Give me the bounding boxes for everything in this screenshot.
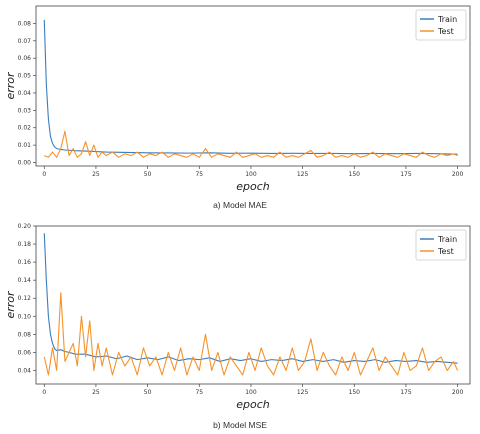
chart-panel-mae: 0 25 50 75 100 125 150 175 200 0.00 0.01 0.02 0.03 0.…	[0, 0, 480, 196]
x-tick-label: 175	[400, 389, 412, 396]
x-tick-label: 100	[245, 171, 257, 178]
series-line-train	[43, 233, 458, 364]
chart-panel-mse: 0 25 50 75 100 125 150 175 200 0.04 0.06 0.08 0.10 0.…	[0, 216, 480, 414]
plot-frame	[35, 5, 471, 167]
legend-entry-test: Test	[437, 247, 454, 256]
series-line-test	[44, 130, 458, 158]
y-tick-label: 0.02	[18, 125, 32, 132]
legend-entry-train: Train	[437, 15, 457, 24]
x-tick-label: 50	[144, 389, 152, 396]
y-tick-label: 0.06	[18, 349, 32, 356]
x-tick-label: 150	[349, 389, 361, 396]
y-tick-label: 0.12	[18, 295, 32, 302]
x-tick-label: 0	[42, 389, 46, 396]
x-tick-label: 125	[297, 389, 309, 396]
y-tick-label: 0.00	[18, 160, 32, 167]
y-tick-label: 0.03	[18, 107, 32, 114]
y-tick-label: 0.08	[18, 331, 32, 338]
plot-frame	[35, 225, 471, 385]
x-axis-label: epoch	[236, 180, 270, 193]
series-line-train	[43, 19, 458, 155]
y-tick-label: 0.08	[18, 20, 32, 27]
legend: Train Test	[415, 229, 467, 261]
x-tick-label: 0	[42, 171, 46, 178]
legend-box	[415, 9, 467, 41]
y-tick-label: 0.04	[18, 90, 32, 97]
x-tick-label: 25	[92, 389, 100, 396]
x-tick-label: 175	[400, 171, 412, 178]
x-axis-label: epoch	[236, 398, 270, 411]
y-tick-label: 0.10	[18, 313, 32, 320]
mse-chart: 0 25 50 75 100 125 150 175 200 0.04 0.06 0.08 0.10 0.…	[4, 223, 471, 411]
x-tick-label: 200	[452, 171, 464, 178]
y-tick-label: 0.07	[18, 38, 32, 45]
y-axis-label: error	[4, 290, 17, 319]
x-tick-label: 75	[195, 171, 203, 178]
mae-chart: 0 25 50 75 100 125 150 175 200 0.00 0.01 0.02 0.03 0.…	[4, 5, 471, 193]
caption-model-mse: b) Model MSE	[213, 420, 267, 430]
x-tick-label: 25	[92, 171, 100, 178]
x-tick-label: 50	[144, 171, 152, 178]
x-tick-label: 125	[297, 171, 309, 178]
x-tick-label: 200	[452, 389, 464, 396]
legend-entry-train: Train	[437, 235, 457, 244]
y-axis-label: error	[4, 71, 17, 100]
y-tick-label: 0.06	[18, 55, 32, 62]
y-tick-label: 0.05	[18, 73, 32, 80]
y-tick-label: 0.16	[18, 259, 32, 266]
legend-entry-test: Test	[437, 27, 454, 36]
y-tick-label: 0.14	[18, 277, 32, 284]
legend-box	[415, 229, 467, 261]
y-tick-label: 0.18	[18, 241, 32, 248]
x-tick-label: 100	[245, 389, 257, 396]
legend: Train Test	[415, 9, 467, 41]
x-tick-label: 75	[195, 389, 203, 396]
y-tick-label: 0.04	[18, 367, 32, 374]
y-tick-label: 0.20	[18, 223, 32, 230]
y-tick-label: 0.01	[18, 142, 32, 149]
series-line-test	[43, 292, 459, 376]
caption-model-mae: a) Model MAE	[213, 200, 267, 210]
x-tick-label: 150	[349, 171, 361, 178]
